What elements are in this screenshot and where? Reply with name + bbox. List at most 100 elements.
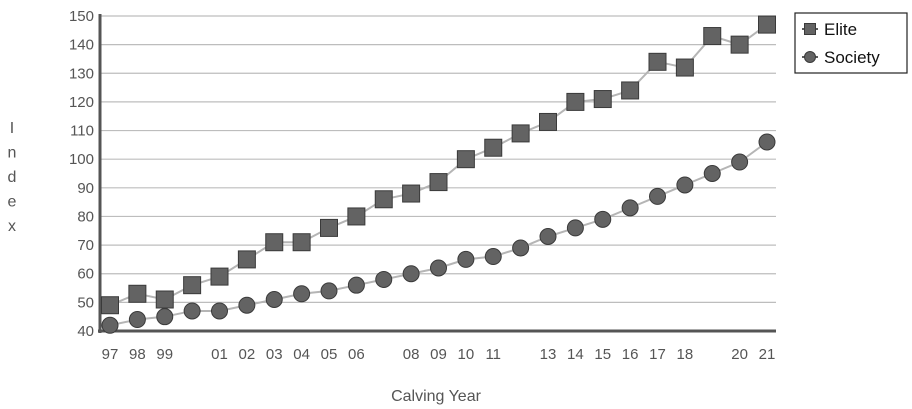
y-tick-labels: 40 50 60 70 80 90 100 110 120 130 140 150 xyxy=(69,8,94,340)
legend-label: Society xyxy=(824,48,880,67)
data-point-society xyxy=(128,311,146,329)
series-society xyxy=(101,133,776,334)
y-tick-label: 140 xyxy=(69,37,94,54)
x-tick-label: 11 xyxy=(485,346,501,363)
y-tick-label: 40 xyxy=(77,323,94,340)
legend-label: Elite xyxy=(824,20,857,39)
y-tick-label: 110 xyxy=(70,123,94,140)
data-point-society xyxy=(457,250,475,268)
data-point-elite xyxy=(621,81,640,100)
x-axis-title: Calving Year xyxy=(391,388,482,405)
y-tick-label: 90 xyxy=(77,180,94,197)
y-axis-title-letter: d xyxy=(8,169,17,186)
data-point-elite xyxy=(429,173,448,192)
y-tick-label: 100 xyxy=(69,151,94,168)
x-tick-labels: 97 98 99 01 02 03 04 05 06 08 09 10 11 13 14 15 16 17 18 20… xyxy=(102,346,776,363)
y-axis-title-letter: n xyxy=(8,145,17,162)
data-point-society xyxy=(484,248,502,266)
data-point-elite xyxy=(730,35,749,54)
x-tick-label: 05 xyxy=(321,346,338,363)
y-tick-label: 70 xyxy=(77,237,94,254)
x-tick-label: 08 xyxy=(403,346,420,363)
data-point-elite xyxy=(593,90,612,109)
y-tick-label: 120 xyxy=(69,94,94,111)
x-tick-label: 17 xyxy=(649,346,666,363)
x-tick-label: 13 xyxy=(540,346,557,363)
y-axis-title-letter: x xyxy=(8,218,16,235)
data-point-society xyxy=(156,308,174,326)
data-point-society xyxy=(320,282,338,300)
data-point-elite xyxy=(210,267,229,286)
data-point-elite xyxy=(484,138,503,157)
y-tick-label: 130 xyxy=(69,65,94,82)
data-point-society xyxy=(211,302,228,320)
data-point-elite xyxy=(347,207,366,226)
y-axis-title-letter: I xyxy=(10,120,14,137)
data-point-society xyxy=(566,219,584,237)
x-tick-label: 20 xyxy=(731,346,748,363)
data-point-society xyxy=(375,270,393,288)
y-axis-title-letter: e xyxy=(8,194,17,211)
data-point-elite xyxy=(320,218,338,237)
legend-marker-society xyxy=(804,51,816,63)
x-tick-label: 15 xyxy=(594,346,611,363)
data-point-elite xyxy=(648,52,667,71)
y-tick-label: 80 xyxy=(77,208,94,225)
data-point-society xyxy=(731,153,749,171)
data-point-elite xyxy=(292,233,311,252)
data-point-society xyxy=(238,296,256,314)
data-point-elite xyxy=(566,92,585,111)
data-point-elite xyxy=(101,296,119,315)
data-point-elite xyxy=(703,27,722,46)
series-line-society xyxy=(109,141,768,327)
data-point-elite xyxy=(539,112,557,131)
data-point-society xyxy=(512,239,530,257)
y-tick-label: 50 xyxy=(77,294,94,311)
x-tick-label: 99 xyxy=(156,346,173,363)
data-point-society xyxy=(758,133,776,151)
data-point-society xyxy=(402,265,420,283)
data-point-elite xyxy=(128,284,147,303)
data-point-society xyxy=(539,228,557,245)
data-point-society xyxy=(347,276,365,294)
data-point-elite xyxy=(237,250,256,269)
data-point-society xyxy=(101,316,119,334)
data-point-society xyxy=(265,291,283,308)
legend-marker-elite xyxy=(804,23,816,35)
series-elite xyxy=(101,15,776,315)
data-point-elite xyxy=(511,124,530,143)
data-point-society xyxy=(649,187,666,205)
x-tick-label: 01 xyxy=(211,346,228,363)
data-point-elite xyxy=(265,233,284,252)
data-point-elite xyxy=(183,276,202,295)
data-point-society xyxy=(703,165,721,182)
x-tick-label: 02 xyxy=(239,346,256,363)
data-point-elite xyxy=(758,15,776,34)
series-layer xyxy=(101,15,776,334)
data-point-society xyxy=(183,302,201,320)
data-point-elite xyxy=(675,58,694,77)
x-tick-label: 14 xyxy=(567,346,584,363)
data-point-elite xyxy=(155,290,174,309)
x-tick-label: 98 xyxy=(129,346,146,363)
x-tick-label: 06 xyxy=(348,346,365,363)
y-tick-label: 150 xyxy=(69,8,94,25)
legend: Elite Society xyxy=(794,12,908,74)
data-point-society xyxy=(430,259,447,277)
x-tick-label: 04 xyxy=(293,346,310,363)
x-tick-label: 10 xyxy=(458,346,475,363)
data-point-society xyxy=(621,199,639,217)
data-point-elite xyxy=(456,150,475,169)
x-tick-label: 16 xyxy=(622,346,639,363)
x-tick-label: 21 xyxy=(759,346,776,363)
x-tick-label: 97 xyxy=(102,346,119,363)
data-point-elite xyxy=(374,190,393,209)
axes xyxy=(98,14,776,333)
x-tick-label: 18 xyxy=(677,346,694,363)
data-point-elite xyxy=(402,184,421,203)
x-tick-label: 03 xyxy=(266,346,283,363)
data-point-society xyxy=(676,176,694,194)
data-point-society xyxy=(293,285,311,303)
